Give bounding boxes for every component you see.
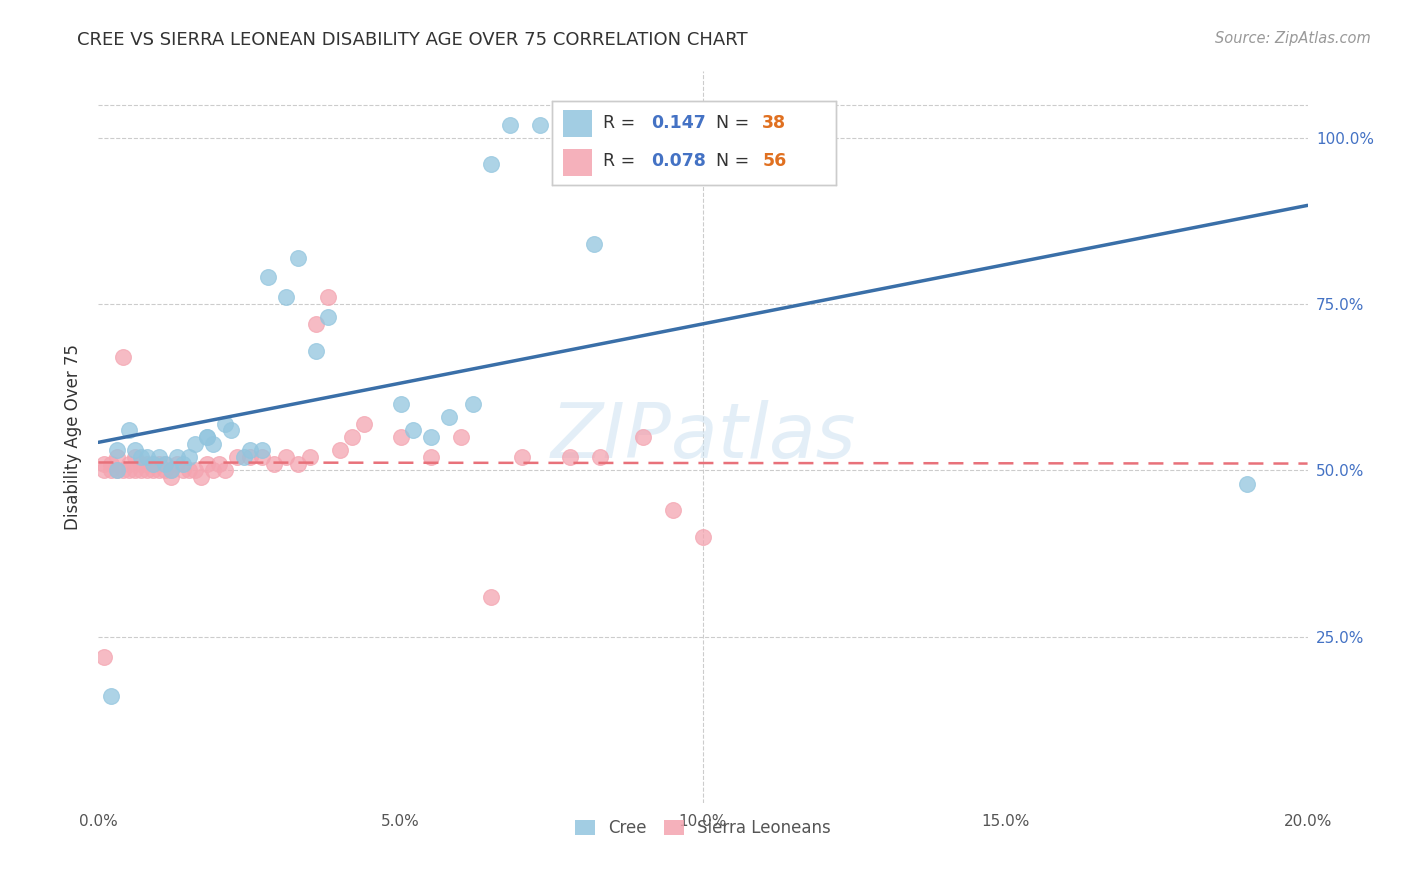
Cree — [437, 410, 460, 425]
Sierra Leoneans — [93, 649, 115, 664]
Sierra Leoneans — [100, 457, 122, 471]
Cree — [129, 450, 152, 464]
Sierra Leoneans — [160, 470, 183, 484]
Sierra Leoneans — [353, 417, 375, 431]
Sierra Leoneans — [93, 463, 115, 477]
Cree — [124, 443, 146, 458]
Cree — [274, 290, 297, 304]
Sierra Leoneans — [100, 463, 122, 477]
Sierra Leoneans — [129, 457, 152, 471]
Cree — [498, 118, 520, 132]
Sierra Leoneans — [195, 457, 218, 471]
Cree — [195, 430, 218, 444]
Cree — [221, 424, 243, 438]
Sierra Leoneans — [558, 450, 581, 464]
Sierra Leoneans — [118, 463, 141, 477]
Sierra Leoneans — [214, 463, 236, 477]
Sierra Leoneans — [124, 450, 146, 464]
Cree — [389, 397, 412, 411]
Sierra Leoneans — [274, 450, 297, 464]
Sierra Leoneans — [111, 463, 134, 477]
Cree — [100, 690, 122, 704]
Cree — [214, 417, 236, 431]
Sierra Leoneans — [124, 463, 146, 477]
Sierra Leoneans — [299, 450, 322, 464]
Cree — [250, 443, 273, 458]
Sierra Leoneans — [148, 463, 170, 477]
Sierra Leoneans — [93, 457, 115, 471]
Sierra Leoneans — [160, 463, 183, 477]
Sierra Leoneans — [153, 457, 176, 471]
Sierra Leoneans — [420, 450, 443, 464]
Sierra Leoneans — [239, 450, 262, 464]
Cree — [529, 118, 551, 132]
Sierra Leoneans — [226, 450, 249, 464]
Sierra Leoneans — [166, 457, 188, 471]
Cree — [118, 424, 141, 438]
Sierra Leoneans — [148, 457, 170, 471]
Cree — [195, 430, 218, 444]
Sierra Leoneans — [250, 450, 273, 464]
Cree — [105, 443, 128, 458]
Sierra Leoneans — [342, 430, 364, 444]
Cree — [153, 457, 176, 471]
Cree — [142, 457, 165, 471]
Cree — [166, 450, 188, 464]
Sierra Leoneans — [287, 457, 309, 471]
Sierra Leoneans — [263, 457, 285, 471]
Text: CREE VS SIERRA LEONEAN DISABILITY AGE OVER 75 CORRELATION CHART: CREE VS SIERRA LEONEAN DISABILITY AGE OV… — [77, 31, 748, 49]
Sierra Leoneans — [184, 463, 207, 477]
Sierra Leoneans — [481, 590, 503, 604]
Sierra Leoneans — [111, 351, 134, 365]
Text: Source: ZipAtlas.com: Source: ZipAtlas.com — [1215, 31, 1371, 46]
Cree — [305, 343, 328, 358]
Sierra Leoneans — [135, 463, 157, 477]
Sierra Leoneans — [450, 430, 472, 444]
Sierra Leoneans — [589, 450, 612, 464]
Cree — [184, 436, 207, 450]
Cree — [160, 463, 183, 477]
Cree — [239, 443, 262, 458]
Sierra Leoneans — [692, 530, 714, 544]
Cree — [232, 450, 254, 464]
Cree — [287, 251, 309, 265]
Sierra Leoneans — [172, 463, 194, 477]
Sierra Leoneans — [129, 463, 152, 477]
Legend: Cree, Sierra Leoneans: Cree, Sierra Leoneans — [567, 811, 839, 846]
Cree — [105, 463, 128, 477]
Cree — [583, 237, 606, 252]
Cree — [256, 270, 278, 285]
Sierra Leoneans — [179, 463, 201, 477]
Sierra Leoneans — [208, 457, 231, 471]
Sierra Leoneans — [510, 450, 533, 464]
Cree — [463, 397, 485, 411]
Cree — [172, 457, 194, 471]
Cree — [135, 450, 157, 464]
Cree — [179, 450, 201, 464]
Sierra Leoneans — [190, 470, 212, 484]
Sierra Leoneans — [389, 430, 412, 444]
Sierra Leoneans — [105, 450, 128, 464]
Y-axis label: Disability Age Over 75: Disability Age Over 75 — [65, 344, 83, 530]
Sierra Leoneans — [631, 430, 654, 444]
Sierra Leoneans — [105, 463, 128, 477]
Sierra Leoneans — [153, 463, 176, 477]
Sierra Leoneans — [142, 463, 165, 477]
Sierra Leoneans — [142, 457, 165, 471]
Cree — [202, 436, 225, 450]
Sierra Leoneans — [202, 463, 225, 477]
Sierra Leoneans — [305, 317, 328, 331]
Cree — [148, 450, 170, 464]
Sierra Leoneans — [316, 290, 339, 304]
Sierra Leoneans — [118, 457, 141, 471]
Sierra Leoneans — [135, 457, 157, 471]
Cree — [420, 430, 443, 444]
Cree — [316, 310, 339, 325]
Text: ZIPatlas: ZIPatlas — [550, 401, 856, 474]
Sierra Leoneans — [661, 503, 683, 517]
Cree — [1236, 476, 1258, 491]
Cree — [402, 424, 425, 438]
Sierra Leoneans — [329, 443, 352, 458]
Cree — [481, 157, 503, 171]
